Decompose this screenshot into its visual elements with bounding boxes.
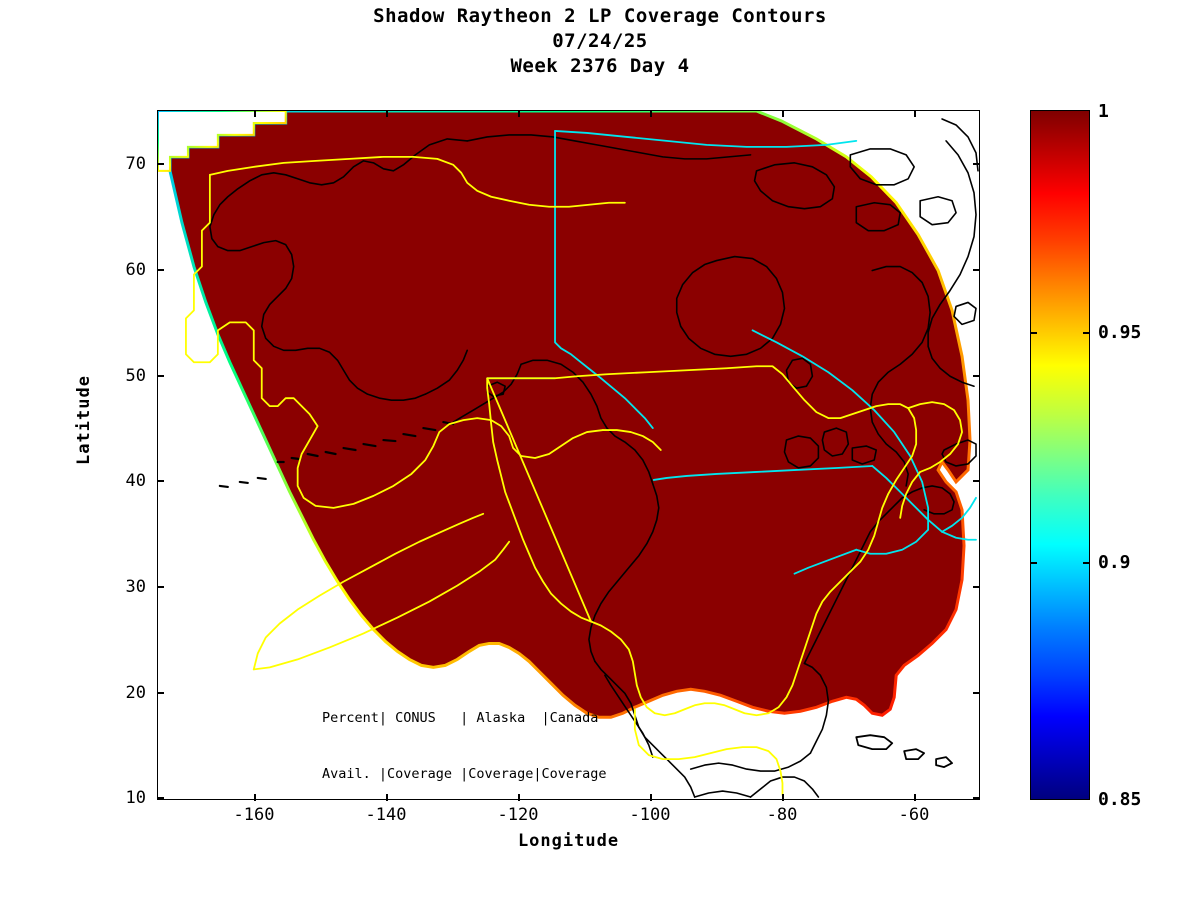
colorbar-label-1: 1 [1098,101,1109,122]
y-tick-right-30 [973,586,980,588]
y-tick-50 [157,375,164,377]
service-volume-layer [185,155,963,796]
y-tick-20 [157,692,164,694]
colorbar-label-085: 0.85 [1098,789,1142,810]
colorbar-label-09: 0.9 [1098,552,1131,573]
y-tick-right-60 [973,269,980,271]
x-ticklabel-120w: -120 [497,805,539,825]
x-ticklabel-80w: -80 [766,805,798,825]
colorbar-tick-right-09 [1083,562,1090,564]
x-tick-160w [254,793,256,801]
x-ticklabel-160w: -160 [233,805,275,825]
chart-title-block: Shadow Raytheon 2 LP Coverage Contours 0… [0,4,1200,79]
colorbar [1030,110,1090,800]
y-ticklabel-70: 70 [125,154,146,174]
colorbar-tick-left-095 [1030,332,1037,334]
x-tick-140w [386,793,388,801]
y-tick-40 [157,480,164,482]
y-ticklabel-30: 30 [125,577,146,597]
x-tick-100w [650,793,652,801]
x-tick-60w [914,793,916,801]
y-tick-right-70 [973,163,980,165]
title-line-2: 07/24/25 [552,30,648,52]
y-tick-right-10 [973,797,980,799]
x-ticklabel-140w: -140 [365,805,407,825]
map-plot-area: Percent| CONUS | Alaska |Canada Avail. |… [157,110,980,800]
coverage-notch-nw [158,111,287,172]
title-line-3: Week 2376 Day 4 [510,55,690,77]
y-tick-10 [157,797,164,799]
x-tick-120w [518,793,520,801]
coverage-map-svg [158,111,979,798]
coastlines-layer [209,118,979,798]
y-tick-30 [157,586,164,588]
y-ticklabel-20: 20 [125,683,146,703]
colorbar-gradient [1030,110,1090,800]
x-axis-label: Longitude [517,831,620,851]
x-ticklabel-100w: -100 [629,805,671,825]
colorbar-tick-left-09 [1030,562,1037,564]
x-tick-80w [782,793,784,801]
y-tick-right-40 [973,480,980,482]
colorbar-label-095: 0.95 [1098,322,1142,343]
x-tick-top-80w [782,110,784,117]
x-tick-top-160w [254,110,256,117]
y-tick-60 [157,269,164,271]
x-ticklabel-60w: -60 [898,805,930,825]
y-tick-right-20 [973,692,980,694]
y-ticklabel-10: 10 [125,788,146,808]
x-tick-top-140w [386,110,388,117]
coverage-stats-table: Percent| CONUS | Alaska |Canada Avail. |… [322,672,636,799]
stats-header-row-1: Percent| CONUS | Alaska |Canada [322,710,599,726]
coverage-fill-region [168,111,972,719]
y-ticklabel-50: 50 [125,366,146,386]
x-tick-top-60w [914,110,916,117]
x-tick-top-120w [518,110,520,117]
country-borders-layer [486,130,977,575]
y-ticklabel-60: 60 [125,260,146,280]
stats-header-row-2: Avail. |Coverage |Coverage|Coverage [322,765,607,782]
x-tick-top-100w [650,110,652,117]
y-ticklabel-40: 40 [125,471,146,491]
title-line-1: Shadow Raytheon 2 LP Coverage Contours [373,5,827,27]
colorbar-tick-right-095 [1083,332,1090,334]
y-axis-label: Latitude [74,375,94,465]
y-tick-70 [157,163,164,165]
y-tick-right-50 [973,375,980,377]
